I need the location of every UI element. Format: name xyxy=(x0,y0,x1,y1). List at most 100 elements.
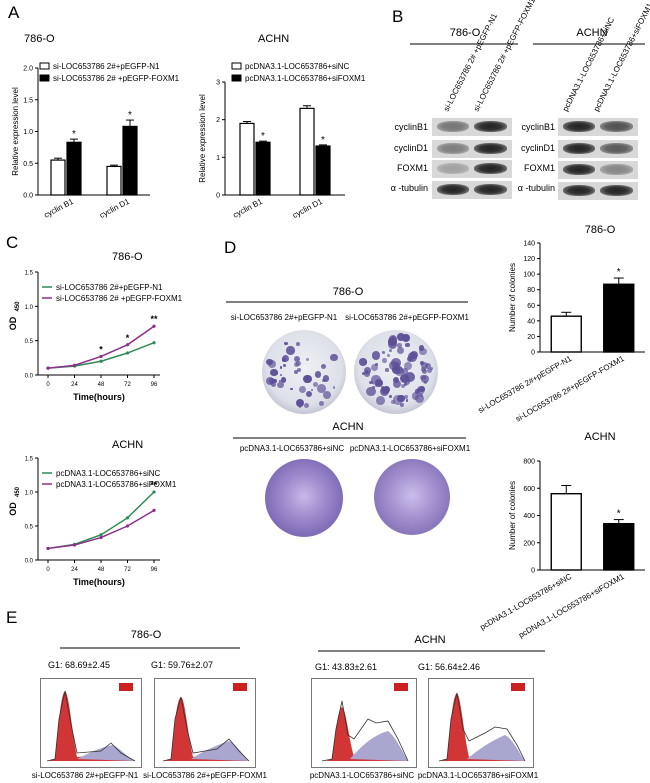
data-point xyxy=(125,351,130,355)
legend-label: pcDNA3.1-LOC653786+siFOXM1 xyxy=(56,480,177,489)
x-tick-label: 72 xyxy=(124,382,131,388)
colony xyxy=(365,361,368,364)
colony xyxy=(388,334,398,343)
colony xyxy=(404,378,411,385)
colony-label-left: pcDNA3.1-LOC653786+siNC xyxy=(240,444,344,453)
blot-lane-label: pcDNA3.1-LOC653786+siFOXM1 xyxy=(592,1,650,113)
colony xyxy=(279,366,283,370)
blot-row-label: cyclinD1 xyxy=(521,143,555,153)
y-axis-label: OD xyxy=(8,316,18,330)
blot-group1-title: 786-O xyxy=(450,27,481,39)
colony xyxy=(429,366,434,371)
colony xyxy=(282,354,290,362)
legend-swatch xyxy=(39,74,50,82)
colony xyxy=(389,348,392,352)
colony xyxy=(298,385,307,394)
y-tick-label: 200 xyxy=(523,540,535,547)
flow-label: si-LOC653786 2#+pEGFP-FOXM1 xyxy=(143,771,267,780)
flow-group1-title: 786-O xyxy=(131,629,162,641)
colony-label-right: pcDNA3.1-LOC653786+siFOXM1 xyxy=(350,444,471,453)
x-tick-label: pcDNA3.1-LOC653786+siNC xyxy=(478,572,573,632)
x-tick-label: si-LOC653786 2#+pEGFP-FOXM1 xyxy=(514,354,626,424)
y-tick-label: 1.0 xyxy=(25,305,34,311)
panel-letter-b: B xyxy=(392,7,403,26)
colony xyxy=(390,400,396,405)
y-tick-label: 1.5 xyxy=(25,457,34,463)
blot-foxm1-achn xyxy=(558,161,638,179)
legend-swatch xyxy=(231,74,242,82)
data-point xyxy=(152,341,156,345)
x-tick-label: cyclin D1 xyxy=(291,197,324,220)
bar xyxy=(50,159,66,196)
colony xyxy=(405,343,410,348)
blot-row-label: cyclinB1 xyxy=(394,122,428,132)
data-point xyxy=(152,490,156,494)
blot-cyclinb1-786o xyxy=(432,118,512,136)
colony xyxy=(282,358,285,362)
blot-tubulin-786o xyxy=(432,181,512,199)
significance-marker: * xyxy=(321,135,325,146)
flow-histogram xyxy=(40,678,142,768)
legend-label: si-LOC653786 2# +pEGFP-FOXM1 xyxy=(56,294,183,303)
colony xyxy=(400,383,405,388)
colony xyxy=(420,374,427,381)
colony xyxy=(277,381,284,389)
colony xyxy=(322,390,331,399)
g1-value: G1: 43.83±2.61 xyxy=(315,662,377,672)
chart-a-786o: 786-O si-LOC653786 2#+pEGFP-N1 si-LOC65378… xyxy=(11,33,180,220)
colony xyxy=(314,370,322,378)
y-tick-label: 60 xyxy=(527,303,535,310)
colony xyxy=(393,376,399,383)
g1-value: G1: 68.69±2.45 xyxy=(48,660,110,670)
colony xyxy=(284,341,288,346)
data-point xyxy=(99,533,103,537)
colony xyxy=(418,385,426,392)
colony xyxy=(295,399,304,408)
colony xyxy=(376,396,386,406)
panel-letter-a: A xyxy=(8,3,20,22)
chart-title: ACHN xyxy=(112,439,143,451)
data-point xyxy=(46,366,50,370)
bar xyxy=(66,141,82,196)
blot-row-label: cyclinD1 xyxy=(394,143,428,153)
y-tick-label: 40 xyxy=(527,318,535,325)
significance-marker: * xyxy=(617,267,621,278)
blot-row-label: α -tubulin xyxy=(391,183,428,193)
y-axis-label: Number of colonies xyxy=(508,481,517,550)
chart-a-achn: ACHN pcDNA3.1-LOC653786+siNC pcDNA3.1-LOC6… xyxy=(198,33,366,220)
y-axis-label-subscript: 450 xyxy=(15,301,21,312)
colony-group1-title: 786-O xyxy=(333,286,364,298)
y-tick-label: 1.5 xyxy=(25,271,34,277)
y-tick-label: 0 xyxy=(531,350,535,357)
colony xyxy=(305,357,309,361)
colony xyxy=(294,362,299,367)
legend-label: si-LOC653786 2#+pEGFP-N1 xyxy=(56,283,163,292)
x-tick-label: cyclin B1 xyxy=(42,197,75,220)
bar xyxy=(122,125,138,196)
blot-row-label: FOXM1 xyxy=(524,163,555,173)
y-tick-label: 2 xyxy=(216,117,220,124)
colony xyxy=(424,362,432,370)
colony xyxy=(392,335,395,339)
colony-plate-achn-left xyxy=(265,459,343,537)
chart-c-786o: 786-O si-LOC653786 2#+pEGFP-N1 si-LOC65378… xyxy=(8,251,183,402)
bar xyxy=(299,107,315,196)
colony xyxy=(305,390,313,398)
panel-letter-c: C xyxy=(6,233,18,252)
flow-label: si-LOC653786 2#+pEGFP-N1 xyxy=(32,771,139,780)
significance-marker: ** xyxy=(150,480,158,490)
colony xyxy=(364,370,371,377)
bar xyxy=(106,165,122,196)
x-tick-label: pcDNA3.1-LOC653786+siFOXM1 xyxy=(517,572,626,640)
data-point xyxy=(125,516,130,520)
significance-marker: * xyxy=(72,129,76,140)
blot-cyclind1-786o xyxy=(432,140,512,158)
y-tick-label: 600 xyxy=(523,486,535,493)
x-tick-label: 48 xyxy=(98,567,105,573)
significance-marker: * xyxy=(617,509,621,520)
y-tick-label: 140 xyxy=(523,241,535,248)
data-point xyxy=(152,508,156,512)
colony xyxy=(397,394,405,403)
data-point xyxy=(99,359,103,363)
